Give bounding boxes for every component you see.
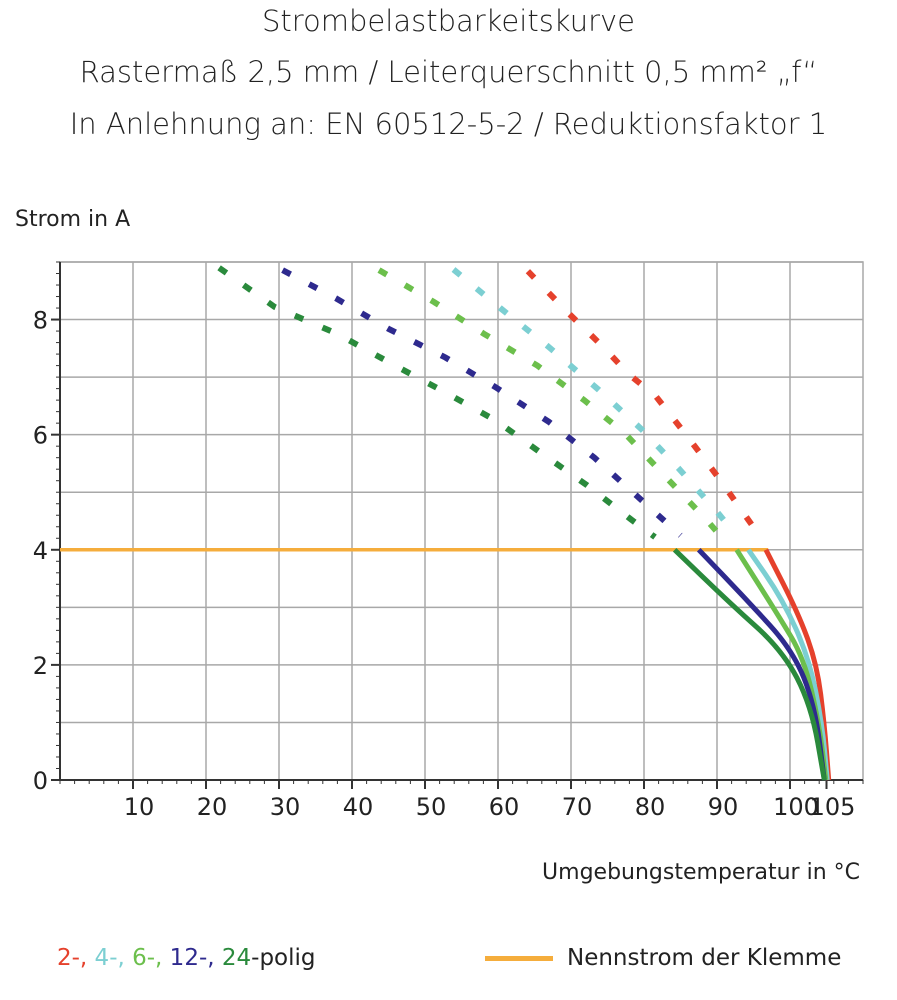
x-tick-label: 50 xyxy=(416,793,447,821)
x-tick-label: 20 xyxy=(197,793,228,821)
y-tick-label: 2 xyxy=(33,652,48,680)
legend-label-24: 24 xyxy=(214,945,252,971)
chart-title: Strombelastbarkeitskurve xyxy=(261,4,636,38)
x-tick-label: 40 xyxy=(343,793,374,821)
series-4-solid xyxy=(746,548,830,781)
y-tick-label: 4 xyxy=(33,537,48,565)
legend-series: 2-, 4-, 6-, 12-, 24-polig xyxy=(57,945,316,971)
series-12-solid xyxy=(696,548,827,781)
y-tick-label: 8 xyxy=(33,307,48,335)
legend-suffix: -polig xyxy=(251,945,316,971)
plot-frame xyxy=(59,261,864,781)
series-24-dashed xyxy=(217,265,657,540)
x-tick-label: 70 xyxy=(562,793,593,821)
chart-subtitle: Rastermaß 2,5 mm / Leiterquerschnitt 0,5… xyxy=(79,55,818,89)
series-6-dashed xyxy=(377,267,728,544)
legend-label-12: 12-, xyxy=(162,945,215,971)
series-2-solid xyxy=(763,548,832,781)
x-axis-label: Umgebungstemperatur in °C xyxy=(542,860,860,885)
series-2-dashed xyxy=(525,269,762,538)
x-tick-label: 105 xyxy=(810,793,856,821)
series-24-solid xyxy=(672,547,827,781)
legend-label-2: 2-, xyxy=(57,945,88,971)
x-tick-label: 90 xyxy=(708,793,739,821)
chart-subtitle-standard: In Anlehnung an: EN 60512-5-2 / Reduktio… xyxy=(69,107,828,141)
legend-reference-swatch xyxy=(485,955,553,961)
x-tick-label: 10 xyxy=(124,793,155,821)
x-tick-label: 80 xyxy=(635,793,666,821)
series-4-dashed xyxy=(451,267,737,536)
legend-reference: Nennstrom der Klemme xyxy=(485,945,841,971)
y-axis-label: Strom in A xyxy=(15,207,131,232)
legend-label-4: 4-, xyxy=(87,945,125,971)
x-tick-label: 60 xyxy=(489,793,520,821)
y-tick-label: 6 xyxy=(33,422,48,450)
y-tick-label: 0 xyxy=(33,767,48,795)
x-tick-label: 30 xyxy=(270,793,301,821)
x-tick-label: 100 xyxy=(773,793,819,821)
legend-reference-label: Nennstrom der Klemme xyxy=(567,945,842,971)
series-12-dashed xyxy=(281,267,683,538)
legend-label-6: 6-, xyxy=(124,945,163,971)
